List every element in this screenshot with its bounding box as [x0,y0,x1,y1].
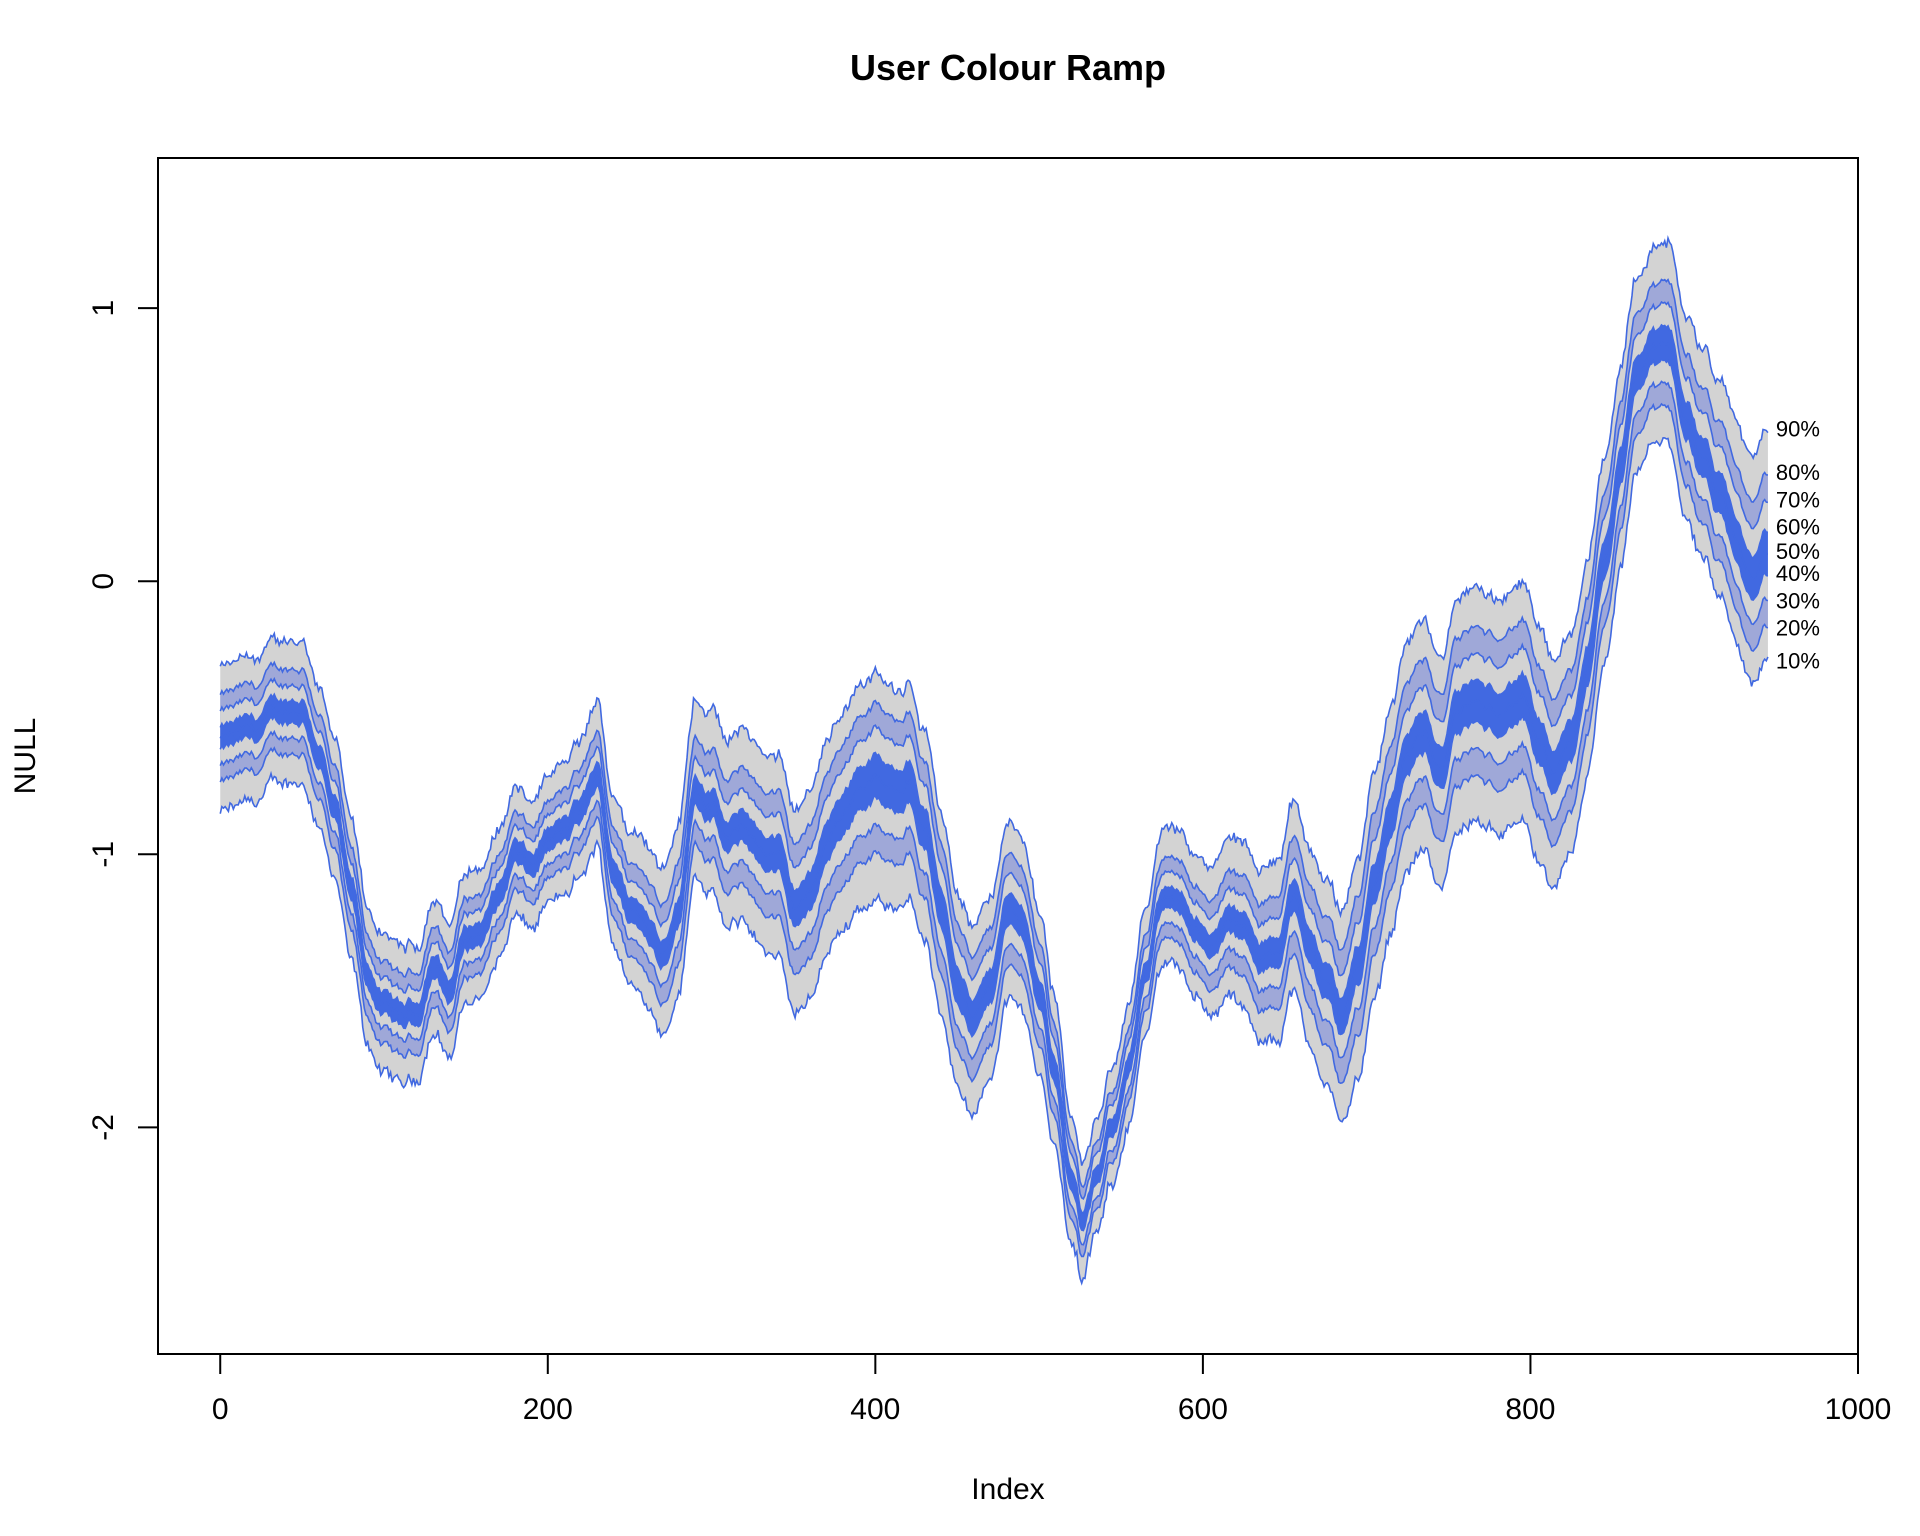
quantile-line-50 [219,340,1769,1223]
x-tick-label: 0 [212,1393,229,1426]
x-axis: 0 200 400 600 800 1000 [212,1353,1892,1426]
quantile-line-30 [219,380,1769,1246]
y-tick-label: 1 [87,300,120,317]
percentile-label: 10% [1776,648,1820,673]
quantile-line-60 [219,323,1769,1215]
percentile-label: 30% [1776,588,1820,613]
percentile-label: 80% [1776,460,1820,485]
y-tick-label: -1 [87,841,120,868]
x-tick-label: 200 [523,1393,573,1426]
quantile-line-90 [219,234,1769,1166]
fan-bands [220,238,1768,1284]
quantile-line-70 [219,300,1768,1200]
percentile-label: 90% [1776,416,1820,441]
y-tick-label: -2 [87,1114,120,1141]
percentile-label: 20% [1776,616,1820,641]
quantile-line-80 [219,278,1768,1189]
band-30-70 [220,302,1768,1245]
quantile-line-40 [219,357,1769,1232]
x-axis-label: Index [971,1473,1044,1506]
x-tick-label: 400 [850,1393,900,1426]
percentile-label: 40% [1776,561,1820,586]
y-tick-label: 0 [87,573,120,590]
y-axis-label: NULL [9,718,42,795]
percentile-labels: 90% 80%70% 60%50%40%30% 20% 10% [1776,416,1820,673]
percentile-label: 60% [1776,515,1820,540]
y-axis: -2 -1 0 1 [87,300,159,1141]
band-20-80 [220,279,1768,1257]
x-tick-label: 800 [1505,1393,1555,1426]
x-tick-label: 1000 [1825,1393,1892,1426]
chart-title: User Colour Ramp [850,47,1166,88]
quantile-lines [219,234,1769,1286]
plot-frame [157,157,1859,1355]
percentile-label: 70% [1776,487,1820,512]
quantile-line-10 [219,437,1769,1286]
quantile-line-20 [219,402,1769,1258]
x-tick-label: 600 [1178,1393,1228,1426]
percentile-label: 50% [1776,539,1820,564]
